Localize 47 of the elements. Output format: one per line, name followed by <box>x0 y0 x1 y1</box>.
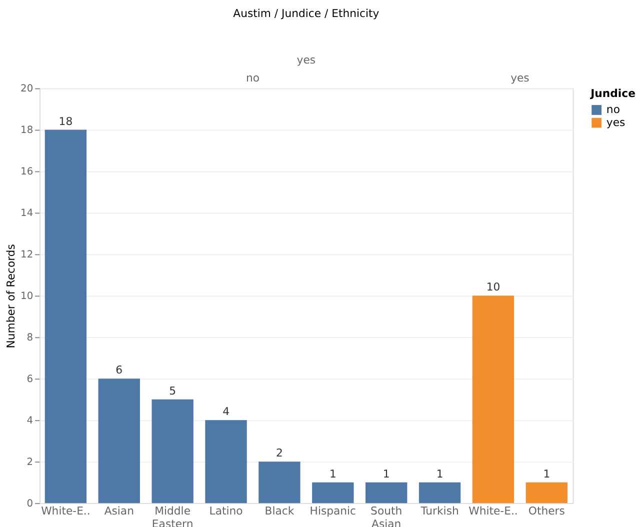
text: no <box>246 71 260 84</box>
legend-title: Jundice <box>590 87 636 100</box>
bar <box>418 482 461 504</box>
y-tick-label: 0 <box>26 498 34 510</box>
data-label: 6 <box>116 364 123 377</box>
bar <box>44 130 87 504</box>
x-tick-label: White-E.. <box>41 504 90 518</box>
y-tick-label: 18 <box>20 125 34 136</box>
x-tick-label: Black <box>264 504 295 518</box>
y-tick-label: 2 <box>26 457 34 468</box>
legend-label: yes <box>606 116 626 129</box>
data-label: 5 <box>169 384 176 398</box>
data-label: 1 <box>436 467 444 480</box>
bar <box>152 399 194 504</box>
y-tick-label: 8 <box>26 332 34 344</box>
bar <box>312 482 354 504</box>
data-label: 1 <box>543 467 550 480</box>
data-label: 18 <box>58 114 73 128</box>
x-tick-label: Others <box>528 504 566 518</box>
y-tick-label: 16 <box>20 166 34 178</box>
bar <box>472 296 514 504</box>
y-tick-label: 4 <box>26 416 34 427</box>
x-tick-label: White-E.. <box>468 504 518 518</box>
y-tick-label: 6 <box>26 374 34 386</box>
y-tick-label: 12 <box>20 250 34 261</box>
y-tick-label: 20 <box>20 84 34 95</box>
bar <box>98 378 140 504</box>
data-label: 4 <box>222 405 230 418</box>
data-label: 2 <box>276 446 283 460</box>
y-tick-label: 14 <box>20 208 34 220</box>
x-tick-label: Latino <box>209 504 244 518</box>
bar <box>205 420 247 504</box>
bar <box>526 482 568 504</box>
data-label: 10 <box>486 280 500 294</box>
y-tick-label: 10 <box>20 291 34 302</box>
bar <box>258 462 300 504</box>
x-tick-label: Turkish <box>420 504 459 518</box>
text: yes <box>296 54 316 67</box>
x-tick-label: Asian <box>104 504 134 518</box>
data-label: 1 <box>329 467 336 480</box>
y-axis-title: Number of Records <box>4 244 18 348</box>
text: yes <box>510 71 530 84</box>
legend-label: no <box>606 102 620 116</box>
x-tick-label: Hispanic <box>310 504 356 518</box>
data-label: 1 <box>382 467 390 480</box>
bar <box>366 482 408 504</box>
chart-title: Austim / Jundice / Ethnicity <box>233 7 380 20</box>
